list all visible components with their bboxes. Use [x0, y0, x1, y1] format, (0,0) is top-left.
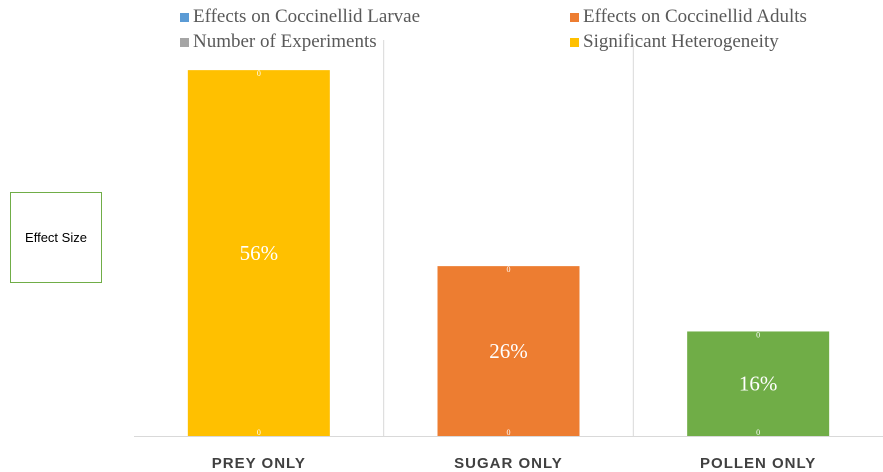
legend-item-experiments: Number of Experiments — [180, 31, 377, 53]
data-label-3: 16% — [739, 372, 778, 396]
x-tick-label-2: SUGAR ONLY — [454, 455, 563, 472]
legend-label-experiments: Number of Experiments — [193, 31, 377, 52]
legend-swatch-heterogeneity — [570, 37, 579, 47]
chart-legend: Effects on Coccinellid Larvae Effects on… — [180, 6, 860, 58]
zero-marker-top-1: 0 — [257, 69, 261, 78]
bar-2 — [437, 266, 580, 436]
y-axis-label: Effect Size — [10, 192, 102, 283]
x-tick-label-3: POLLEN ONLY — [700, 455, 816, 472]
legend-item-heterogeneity: Significant Heterogeneity — [570, 31, 779, 53]
legend-swatch-experiments — [180, 37, 189, 47]
legend-swatch-adults — [570, 12, 579, 22]
bar-1 — [187, 70, 330, 436]
zero-marker-bottom-1: 0 — [257, 428, 261, 437]
zero-marker-top-2: 0 — [507, 265, 511, 274]
zero-marker-bottom-3: 0 — [756, 428, 760, 437]
bar-3 — [687, 331, 830, 436]
legend-label-heterogeneity: Significant Heterogeneity — [583, 31, 779, 52]
zero-marker-bottom-2: 0 — [507, 428, 511, 437]
zero-marker-top-3: 0 — [756, 330, 760, 339]
legend-item-adults: Effects on Coccinellid Adults — [570, 6, 807, 28]
data-label-2: 26% — [489, 339, 528, 363]
legend-label-adults: Effects on Coccinellid Adults — [583, 6, 807, 27]
legend-item-larvae: Effects on Coccinellid Larvae — [180, 6, 420, 28]
legend-label-larvae: Effects on Coccinellid Larvae — [193, 6, 421, 27]
data-label-1: 56% — [240, 241, 279, 265]
legend-swatch-larvae — [180, 12, 189, 22]
x-tick-label-1: PREY ONLY — [212, 455, 306, 472]
